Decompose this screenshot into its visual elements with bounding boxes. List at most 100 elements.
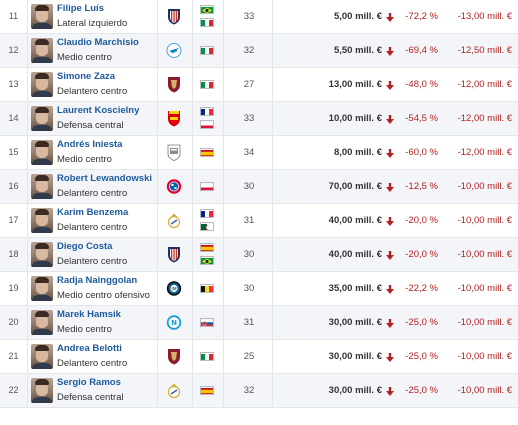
svg-text:IM: IM xyxy=(171,286,176,292)
zenit-crest-icon[interactable] xyxy=(166,42,182,59)
age-cell: 31 xyxy=(243,215,255,226)
down-arrow-icon xyxy=(386,285,394,294)
player-photo[interactable] xyxy=(31,4,53,29)
age-cell: 25 xyxy=(243,351,255,362)
value-difference: -10,00 mill. € xyxy=(457,385,512,396)
rank-cell: 11 xyxy=(8,11,19,21)
table-row: 12 Claudio Marchisio Medio centro 32 5,50 mi… xyxy=(0,34,518,68)
rank-cell: 13 xyxy=(8,79,19,89)
percent-change: -12,5 % xyxy=(405,181,438,192)
nationality-flags xyxy=(197,306,217,339)
value-difference: -13,00 mill. € xyxy=(457,11,512,22)
player-photo[interactable] xyxy=(31,106,53,131)
player-photo[interactable] xyxy=(31,72,53,97)
player-name-link[interactable]: Claudio Marchisio xyxy=(57,37,139,48)
svg-text:N: N xyxy=(171,319,177,327)
player-name-link[interactable]: Robert Lewandowski xyxy=(57,173,153,184)
value-difference: -12,00 mill. € xyxy=(457,113,512,124)
player-position: Delantero centro xyxy=(57,222,128,233)
player-position: Medio centro xyxy=(57,324,112,335)
spain-flag-icon xyxy=(200,148,214,157)
player-name-link[interactable]: Laurent Koscielny xyxy=(57,105,140,116)
age-cell: 27 xyxy=(243,79,255,90)
arsenal-crest-icon[interactable] xyxy=(166,110,182,127)
down-arrow-icon xyxy=(386,353,394,362)
player-photo[interactable] xyxy=(31,310,53,335)
rank-cell: 22 xyxy=(8,385,19,395)
atletico-madrid-crest-icon[interactable] xyxy=(166,246,182,263)
nationality-flags xyxy=(197,272,217,305)
rank-cell: 12 xyxy=(8,45,19,55)
nationality-flags xyxy=(197,204,217,237)
age-cell: 33 xyxy=(243,113,255,124)
down-arrow-icon xyxy=(386,81,394,90)
player-photo[interactable] xyxy=(31,208,53,233)
player-photo[interactable] xyxy=(31,140,53,165)
player-photo[interactable] xyxy=(31,174,53,199)
player-position: Delantero centro xyxy=(57,86,128,97)
france-flag-icon xyxy=(200,209,214,218)
age-cell: 30 xyxy=(243,181,255,192)
age-cell: 30 xyxy=(243,283,255,294)
percent-change: -72,2 % xyxy=(405,11,438,22)
nationality-flags xyxy=(197,102,217,135)
market-value: 10,00 mill. € xyxy=(328,113,382,124)
belgium-flag-icon xyxy=(200,284,214,293)
market-value: 40,00 mill. € xyxy=(328,215,382,226)
percent-change: -20,0 % xyxy=(405,215,438,226)
market-value: 8,00 mill. € xyxy=(333,147,382,158)
real-madrid-crest-icon[interactable] xyxy=(166,382,182,399)
player-photo[interactable] xyxy=(31,242,53,267)
player-photo[interactable] xyxy=(31,276,53,301)
poland-flag-icon xyxy=(200,182,214,191)
nationality-flags xyxy=(197,68,217,101)
italy-flag-icon xyxy=(200,80,214,89)
player-name-link[interactable]: Filipe Luís xyxy=(57,3,104,14)
player-position: Defensa central xyxy=(57,392,124,403)
player-name-link[interactable]: Simone Zaza xyxy=(57,71,116,82)
player-name-link[interactable]: Diego Costa xyxy=(57,241,113,252)
spain-flag-icon xyxy=(200,386,214,395)
player-position: Medio centro ofensivo xyxy=(57,290,150,301)
player-name-link[interactable]: Radja Nainggolan xyxy=(57,275,138,286)
table-row: 15 Andrés Iniesta Medio centro 34 8,00 mill.… xyxy=(0,136,518,170)
bayern-crest-icon[interactable] xyxy=(166,178,182,195)
down-arrow-icon xyxy=(386,319,394,328)
torino-crest-icon[interactable] xyxy=(166,76,182,93)
rank-cell: 18 xyxy=(8,249,19,259)
market-value: 30,00 mill. € xyxy=(328,385,382,396)
player-name-link[interactable]: Andrea Belotti xyxy=(57,343,122,354)
napoli-crest-icon[interactable]: N xyxy=(166,314,182,331)
value-difference: -12,00 mill. € xyxy=(457,79,512,90)
market-value: 30,00 mill. € xyxy=(328,351,382,362)
player-name-link[interactable]: Sergio Ramos xyxy=(57,377,121,388)
france-flag-icon xyxy=(200,107,214,116)
age-cell: 33 xyxy=(243,11,255,22)
italy-flag-icon xyxy=(200,46,214,55)
atletico-madrid-crest-icon[interactable] xyxy=(166,8,182,25)
market-value: 5,00 mill. € xyxy=(333,11,382,22)
market-value: 30,00 mill. € xyxy=(328,317,382,328)
player-photo[interactable] xyxy=(31,344,53,369)
player-photo[interactable] xyxy=(31,378,53,403)
italy-flag-icon xyxy=(200,352,214,361)
percent-change: -25,0 % xyxy=(405,351,438,362)
table-row: 22 Sergio Ramos Defensa central 32 30,00 mil… xyxy=(0,374,518,408)
age-cell: 32 xyxy=(243,385,255,396)
player-name-link[interactable]: Karim Benzema xyxy=(57,207,129,218)
table-row: 11 Filipe Luís Lateral izquierdo 33 5,00 mil… xyxy=(0,0,518,34)
vissel-kobe-crest-icon[interactable] xyxy=(166,144,182,161)
torino-crest-icon[interactable] xyxy=(166,348,182,365)
market-value: 5,50 mill. € xyxy=(333,45,382,56)
player-name-link[interactable]: Andrés Iniesta xyxy=(57,139,123,150)
percent-change: -48,0 % xyxy=(405,79,438,90)
player-position: Defensa central xyxy=(57,120,124,131)
value-difference: -12,00 mill. € xyxy=(457,147,512,158)
player-name-link[interactable]: Marek Hamsik xyxy=(57,309,121,320)
real-madrid-crest-icon[interactable] xyxy=(166,212,182,229)
player-photo[interactable] xyxy=(31,38,53,63)
inter-crest-icon[interactable]: IM xyxy=(166,280,182,297)
down-arrow-icon xyxy=(386,251,394,260)
table-row: 19 Radja Nainggolan Medio centro ofensivo I… xyxy=(0,272,518,306)
player-position: Delantero centro xyxy=(57,256,128,267)
